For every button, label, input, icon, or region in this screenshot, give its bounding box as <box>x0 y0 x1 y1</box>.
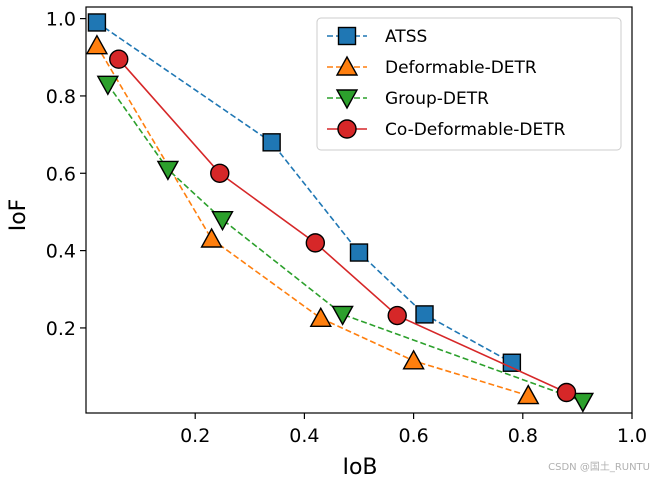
watermark-text: CSDN @国土_RUNTU <box>548 462 650 473</box>
x-axis-title: IoB <box>342 455 377 477</box>
data-point-atss <box>349 243 369 262</box>
axes-frame <box>85 6 633 414</box>
x-tick-label: 0.6 <box>398 425 428 447</box>
x-tick-label: 0.4 <box>289 425 319 447</box>
data-point-deformable-detr <box>309 306 332 327</box>
legend-label-atss: ATSS <box>385 27 427 47</box>
x-tick-label: 0.8 <box>508 425 538 447</box>
data-point-co-deformable-detr <box>109 49 129 69</box>
y-axis-title: IoF <box>6 199 31 232</box>
legend-label-group-detr: Group-DETR <box>385 89 489 109</box>
legend-box <box>316 17 622 151</box>
data-point-group-detr <box>156 160 180 181</box>
data-point-atss <box>87 13 107 32</box>
data-point-co-deformable-detr <box>210 163 230 183</box>
legend-marker-deformable-detr <box>335 55 359 76</box>
legend-marker-co-deformable-detr <box>337 119 357 139</box>
data-point-co-deformable-detr <box>305 233 326 253</box>
data-point-co-deformable-detr <box>556 382 577 403</box>
data-point-deformable-detr <box>200 227 223 248</box>
plot-area: 0.2 0.4 0.6 0.8 1.0 0.2 0.4 0.6 0.8 1.0 <box>46 6 647 447</box>
data-point-atss <box>262 133 281 152</box>
data-point-atss <box>502 353 522 372</box>
data-point-group-detr <box>571 392 595 413</box>
data-point-group-detr <box>96 75 120 96</box>
data-point-co-deformable-detr <box>387 305 407 326</box>
y-tick-label: 1.0 <box>46 9 76 31</box>
legend-marker-atss <box>337 26 357 46</box>
data-point-deformable-detr <box>402 349 425 370</box>
y-tick-label: 0.4 <box>46 241 76 263</box>
data-point-deformable-detr <box>517 384 540 405</box>
y-tick-label: 0.6 <box>46 163 76 185</box>
data-point-deformable-detr <box>85 34 109 55</box>
legend-marker-group-detr <box>335 89 359 110</box>
y-tick-label: 0.2 <box>46 318 76 340</box>
y-tick-label: 0.8 <box>46 86 76 108</box>
legend-label-co-deformable-detr: Co-Deformable-DETR <box>385 120 566 140</box>
legend-label-deformable-detr: Deformable-DETR <box>385 58 537 78</box>
data-point-atss <box>415 305 434 324</box>
x-tick-label: 1.0 <box>617 425 647 447</box>
data-point-group-detr <box>211 210 234 232</box>
x-tick-label: 0.2 <box>180 425 210 447</box>
series-line-group-detr <box>107 83 584 403</box>
legend: ATSS Deformable-DETR Group-DETR Co-Deformab… <box>316 17 622 151</box>
data-point-group-detr <box>331 305 354 326</box>
